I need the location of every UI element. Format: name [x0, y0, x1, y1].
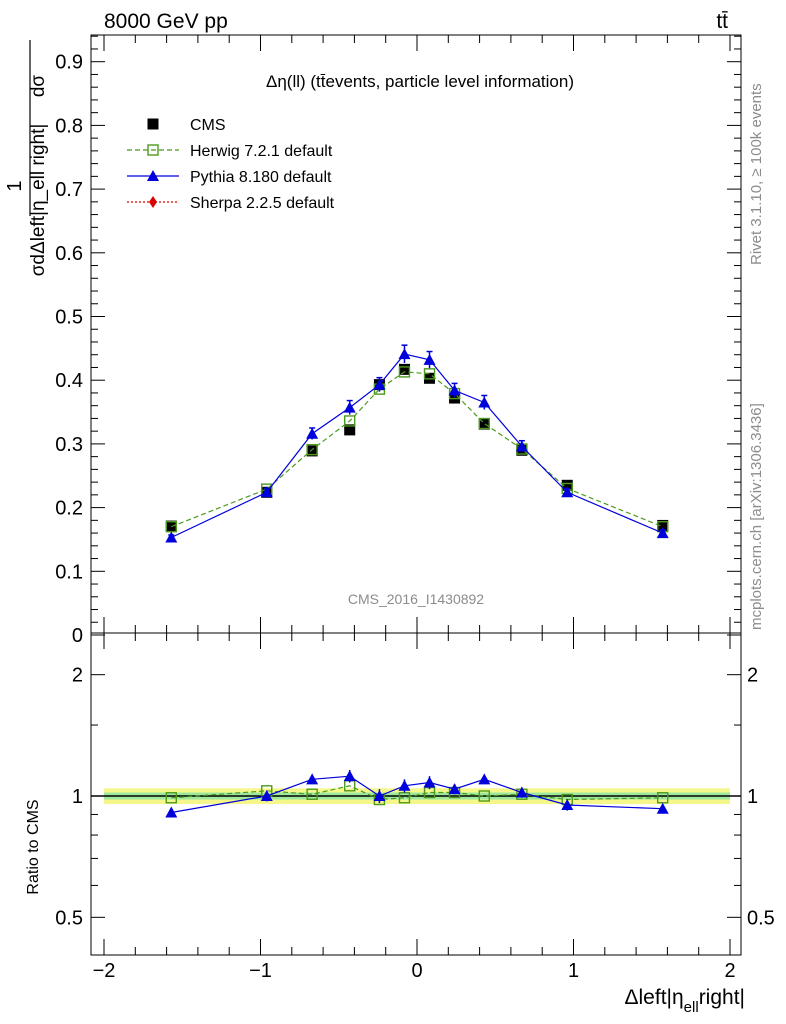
pythia-ratio-point: [165, 806, 178, 818]
herwig-ratio-point: [478, 790, 490, 802]
ratio-tick-label: 2: [72, 665, 83, 687]
legend-label: Pythia 8.180 default: [190, 169, 332, 186]
ratio-tick-label-right: 0.5: [747, 907, 775, 929]
pythia-point: [165, 531, 178, 543]
cms-point: [398, 363, 410, 375]
x-axis-label: Δleft|ηellright|: [624, 986, 745, 1016]
ratio-tick-label: 0.5: [55, 907, 83, 929]
y-tick-label: 0.9: [55, 52, 83, 74]
herwig-ratio-point: [306, 788, 318, 800]
pythia-point: [478, 396, 491, 408]
pythia-line: [171, 353, 663, 539]
herwig-point: [478, 417, 490, 430]
main-ticks: 0 0.1 0.2 0.3 0.4 0.5 0.6 0.7 0.8 0.9: [55, 35, 741, 647]
y-axis-label: 1 dσ σdΔleft|η_ell right|: [4, 40, 49, 276]
pythia-ratio-point: [373, 790, 386, 801]
pythia-point: [306, 427, 319, 439]
ratio-tick-label-right: 1: [747, 786, 758, 808]
legend-marker: [147, 144, 159, 156]
ratio-tick-label-right: 2: [747, 665, 758, 687]
pythia-point: [373, 378, 386, 390]
herwig-line: [171, 371, 663, 528]
main-frame: [90, 34, 742, 634]
herwig-point: [398, 366, 411, 378]
herwig-point: [423, 368, 436, 380]
pythia-point: [343, 401, 356, 413]
x-tick-label: 1: [568, 960, 579, 982]
pythia-ratio-point: [515, 786, 528, 798]
y-tick-label: 0.4: [55, 370, 83, 392]
pythia-ratio-point: [343, 770, 356, 782]
process-label: tt̄: [716, 10, 728, 33]
pythia-point: [398, 348, 411, 360]
cms-point: [478, 418, 490, 430]
ratio-y-label: Ratio to CMS: [25, 799, 42, 894]
pythia-ratio-point: [478, 773, 491, 785]
herwig-ratio-point: [165, 792, 177, 804]
pythia-ratio-point: [561, 798, 574, 810]
watermark: CMS_2016_I1430892: [348, 591, 484, 607]
y-tick-label: 0.1: [55, 561, 83, 583]
pythia-point: [423, 353, 436, 365]
x-tick-label: −1: [249, 960, 272, 982]
pythia-ratio-line: [171, 775, 663, 814]
cms-point: [561, 479, 573, 491]
ratio-series: [165, 770, 669, 818]
pythia-ratio-point: [656, 802, 669, 814]
main-series: [165, 344, 669, 543]
legend-label: Sherpa 2.2.5 default: [190, 195, 335, 212]
y-tick-label: 0.7: [55, 179, 83, 201]
cms-point: [344, 424, 356, 436]
ratio-tick-label: 1: [72, 786, 83, 808]
legend-label: CMS: [190, 117, 226, 134]
pythia-point: [260, 486, 273, 498]
x-tick-label: −2: [93, 960, 116, 982]
energy-label: 8000 GeV pp: [104, 10, 228, 33]
x-tick-label: 2: [724, 960, 735, 982]
pythia-ratio-point: [306, 773, 319, 785]
y-tick-label: 0.3: [55, 434, 83, 456]
y-tick-label: 0.8: [55, 115, 83, 137]
svg-text:dσ: dσ: [28, 75, 49, 98]
rivet-label: Rivet 3.1.10, ≥ 100k events: [748, 83, 765, 265]
svg-text:1: 1: [4, 180, 26, 191]
ratio-ticks: −2 −1 0 1 2 0.5 0.5 1 1 2 2: [55, 633, 775, 982]
y-tick-label: 0: [72, 625, 83, 647]
herwig-ratio-point: [398, 792, 411, 804]
herwig-point: [344, 415, 356, 427]
cms-point: [306, 445, 318, 457]
herwig-point: [306, 443, 318, 456]
pythia-point: [448, 384, 461, 396]
y-tick-label: 0.2: [55, 498, 83, 520]
svg-text:σdΔleft|η_ell right|: σdΔleft|η_ell right|: [28, 124, 49, 277]
y-tick-label: 0.6: [55, 243, 83, 265]
pythia-point: [561, 486, 574, 498]
y-tick-label: 0.5: [55, 307, 83, 329]
legend-marker: [147, 118, 159, 130]
pythia-ratio-point: [398, 779, 411, 791]
pythia-point: [656, 527, 669, 539]
pythia-point: [515, 440, 528, 452]
pythia-ratio-point: [260, 790, 273, 801]
legend-marker: [147, 170, 159, 181]
legend: CMS Herwig 7.2.1 default Pythia 8.180 defa…: [127, 117, 335, 212]
pythia-ratio-point: [423, 776, 436, 788]
ratio-frame: [90, 632, 742, 956]
chart-title: Δη(ll) (tt̄events, particle level inform…: [266, 72, 574, 91]
mcplots-label: mcplots.cern.ch [arXiv:1306.3436]: [748, 403, 765, 630]
x-tick-label: 0: [411, 960, 422, 982]
legend-label: Herwig 7.2.1 default: [190, 143, 333, 160]
legend-marker: [149, 196, 157, 208]
pythia-ratio-point: [448, 783, 461, 795]
cms-point: [657, 519, 669, 531]
